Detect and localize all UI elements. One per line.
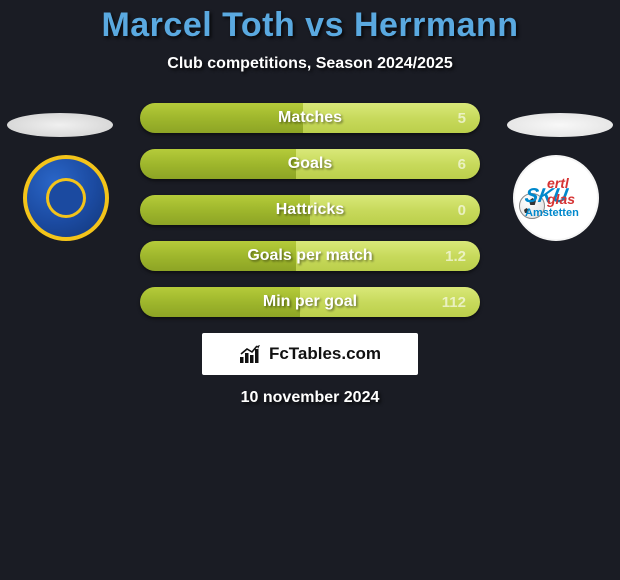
stat-bar-right (300, 287, 480, 317)
stat-bar-left (140, 287, 300, 317)
stat-bar-right (303, 103, 480, 133)
stat-bar-right (296, 149, 480, 179)
stat-row: Goals per match1.2 (140, 241, 480, 271)
stat-bar-right (310, 195, 480, 225)
brand-box: FcTables.com (202, 333, 418, 375)
brand-chart-icon (239, 344, 263, 364)
stat-bar-right (296, 241, 480, 271)
right-club-text-mid: ertl glas (547, 175, 599, 207)
left-platform-ellipse (7, 113, 113, 137)
stat-bar-left (140, 149, 296, 179)
page-subtitle: Club competitions, Season 2024/2025 (0, 55, 620, 73)
stat-bar-left (140, 195, 310, 225)
page-title: Marcel Toth vs Herrmann (0, 6, 620, 45)
stat-bar-left (140, 241, 296, 271)
infographic-root: Marcel Toth vs Herrmann Club competition… (0, 0, 620, 580)
right-platform-ellipse (507, 113, 613, 137)
stat-bars: Matches5 Goals6 Hattricks0 Goals per match1… (140, 103, 480, 333)
stat-row: Min per goal112 (140, 287, 480, 317)
right-club-badge: SKU ertl glas Amstetten (513, 155, 599, 241)
stat-row: Goals6 (140, 149, 480, 179)
stat-row: Matches5 (140, 103, 480, 133)
left-club-badge (23, 155, 109, 241)
stat-bar-left (140, 103, 303, 133)
main-area: SKU ertl glas Amstetten Matches5 Goals6 Ha… (0, 103, 620, 363)
stat-row: Hattricks0 (140, 195, 480, 225)
right-club-text-bottom: Amstetten (525, 207, 579, 219)
footer-date: 10 november 2024 (0, 389, 620, 407)
brand-text: FcTables.com (269, 344, 381, 364)
club-inner-icon (49, 181, 83, 215)
